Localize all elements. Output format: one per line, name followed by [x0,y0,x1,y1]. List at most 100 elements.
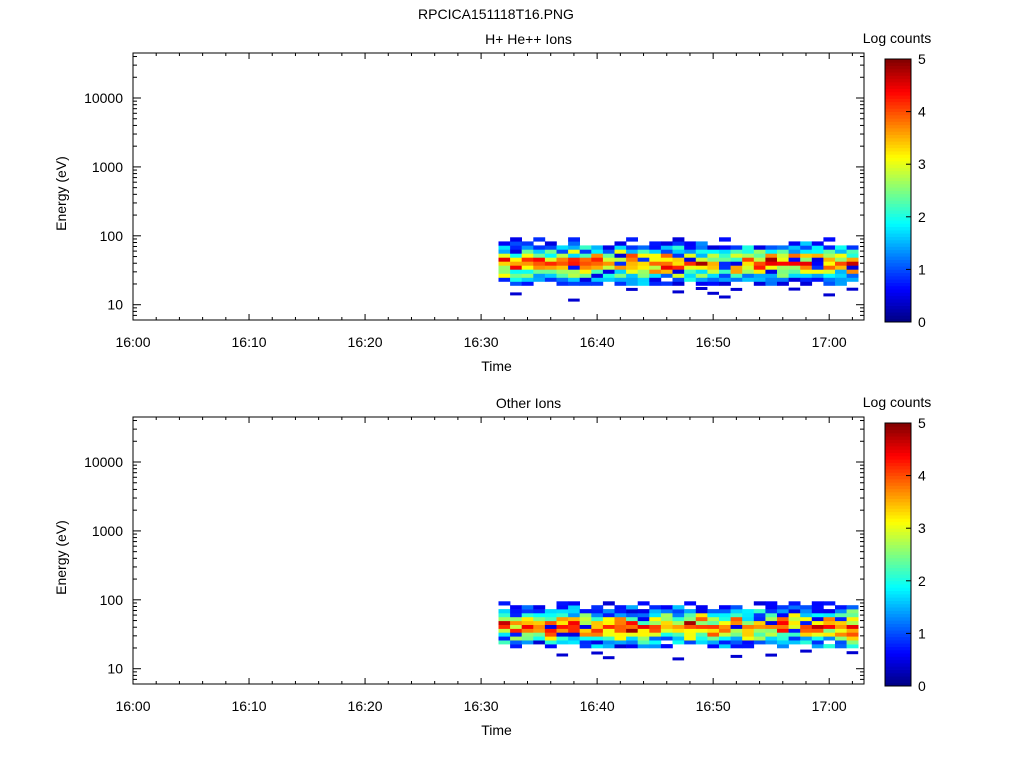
heatmap-cell [579,628,592,633]
heatmap-cell [719,281,731,286]
heatmap-cell [835,261,847,266]
heatmap-cell [556,277,569,282]
heatmap-cell [626,245,638,250]
heatmap-cell [707,628,720,633]
heatmap-cell [637,269,650,274]
heatmap-cell [637,640,650,645]
colorbar-segment [885,538,911,542]
colorbar-segment [885,114,911,119]
x-tick-label: 16:50 [696,334,731,350]
heatmap-cell [544,257,557,262]
heatmap-cell [521,245,534,250]
heatmap-cell [614,609,627,614]
colorbar-segment [885,164,911,168]
colorbar-segment [885,639,911,644]
heatmap-cell [637,616,650,622]
heatmap-cell [707,253,720,258]
heatmap-cell [719,237,731,242]
heatmap-cell [602,245,615,250]
heatmap-cell [707,265,720,270]
heatmap-cell [742,245,755,250]
heatmap-cell [544,632,557,637]
heatmap-cell [614,257,627,262]
heatmap-cell [591,265,604,270]
heatmap-cell [591,609,604,614]
heatmap-cell [835,257,847,262]
heatmap-cell [579,609,592,614]
heatmap-cell [707,261,720,266]
heatmap-cell [498,257,511,262]
heatmap-cell [544,253,557,258]
heatmap-cell [811,269,824,274]
heatmap-cell [695,281,708,286]
heatmap-cell [498,613,511,618]
heatmap-cell [568,269,580,274]
colorbar-segment [885,452,911,457]
heatmap-cell [498,273,511,278]
heatmap-cell [846,616,859,622]
heatmap-cell [765,269,778,274]
y-tick-label: 10000 [84,90,123,106]
heatmap-cell [765,281,778,286]
heatmap-cell [742,620,755,625]
heatmap-cell [835,624,847,629]
heatmap-cell [823,601,836,606]
y-tick-label: 10 [107,297,123,313]
colorbar-segment [885,279,911,283]
heatmap-cell [614,277,627,282]
heatmap-cell [753,245,766,250]
x-tick-label: 16:10 [232,334,267,350]
heatmap-cell [811,265,824,270]
colorbar-tick-label: 2 [918,209,926,225]
heatmap-cell [591,281,604,286]
heatmap-cell [788,640,801,645]
heatmap-cell [568,261,580,266]
heatmap-cell [753,624,766,629]
heatmap-cell [626,277,638,282]
colorbar-segment [885,607,911,611]
heatmap-cell [765,261,778,266]
heatmap-cell [765,245,778,250]
heatmap-cell [498,269,511,274]
colorbar-tick-label: 5 [918,415,926,431]
heatmap-cell [556,273,569,278]
heatmap-cell [602,257,615,262]
heatmap-cell [614,273,627,278]
heatmap-cell [510,613,522,618]
heatmap-cell [544,644,557,649]
heatmap-cell [498,624,511,629]
colorbar-segment [885,226,911,231]
colorbar-segment [885,659,911,664]
heatmap-cell [614,249,627,254]
heatmap-cell [556,628,569,633]
heatmap-cell [707,636,720,641]
colorbar-segment [885,105,911,109]
heatmap-cell [835,265,847,270]
heatmap-cell [637,636,650,641]
heatmap-cell [626,620,638,625]
heatmap-cell [510,281,522,286]
heatmap-cell [521,269,534,274]
heatmap-cell [788,616,801,622]
heatmap-cell [672,277,685,282]
heatmap-cell [568,298,580,302]
heatmap-cell [742,616,755,622]
heatmap-cell [626,616,638,622]
colorbar-segment [885,295,911,300]
colorbar-segment [885,285,911,290]
colorbar-segment [885,187,911,191]
heatmap-cell [602,261,615,266]
heatmap-cell [533,609,546,614]
heatmap-cell [719,265,731,270]
colorbar-segment [885,429,911,434]
heatmap-cell [811,601,824,606]
colorbar-segment [885,646,911,651]
heatmap-cell [556,616,569,622]
heatmap-cell [521,277,534,282]
colorbar-segment [885,141,911,145]
heatmap-cell [823,293,835,297]
colorbar-segment [885,151,911,155]
heatmap-cell [556,613,569,618]
heatmap-cell [602,249,615,254]
heatmap-cell [719,624,731,629]
